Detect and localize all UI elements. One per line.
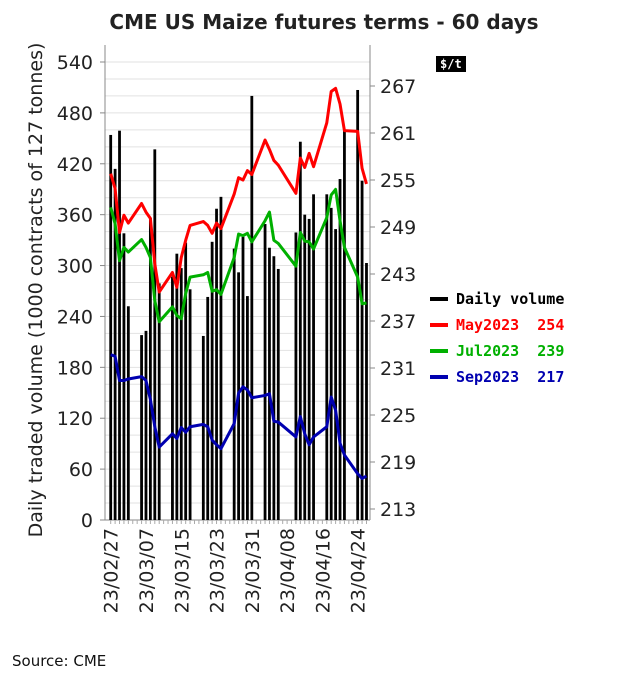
volume-bar [232,248,236,520]
volume-bar [298,141,302,520]
volume-bar [153,149,157,520]
y-tick-label: 480 [57,103,93,125]
y2-tick-label: 219 [380,452,416,474]
volume-bar [246,296,249,520]
legend-label: Jul2023 239 [456,342,565,360]
y-tick-label: 180 [57,357,93,379]
volume-bar [188,289,192,520]
volume-bar [144,330,148,520]
volume-bar [276,268,280,520]
legend-label: Daily volume [456,290,565,308]
x-tick-label: 23/03/07 [136,528,158,613]
volume-bar [118,130,121,520]
volume-bar [365,263,368,520]
legend-item: May2023 254 [430,312,564,338]
y-tick-label: 240 [57,306,93,328]
volume-bar [294,232,298,520]
line-jul2023 [109,187,367,324]
right-axis-unit: $/t [436,56,466,72]
volume-bar [109,134,113,520]
y2-tick-label: 255 [380,170,416,192]
x-tick-label: 23/03/15 [171,528,193,613]
volume-bar [215,208,218,521]
volume-bar [356,89,360,520]
x-tick-label: 23/04/16 [312,528,334,613]
legend-swatch [430,375,448,379]
volume-bar [250,95,254,520]
y2-tick-label: 243 [380,264,416,286]
y-axis-label: Daily traded volume (1000 contracts of 1… [25,43,47,538]
chart-title: CME US Maize futures terms - 60 days [109,10,539,34]
y-tick-label: 60 [69,459,93,481]
y-tick-label: 420 [57,154,93,176]
volume-bar [157,283,161,520]
y-tick-label: 120 [57,408,93,430]
x-tick-label: 23/03/23 [207,528,229,613]
y2-tick-label: 267 [380,76,416,98]
volume-bar [210,241,214,520]
volume-bar [325,194,329,521]
volume-bar [184,242,188,520]
volume-bar [312,194,315,521]
y2-tick-label: 231 [380,358,416,380]
volume-bar [307,218,311,520]
volume-bar [263,223,267,521]
y-tick-label: 0 [81,510,93,532]
y-tick-label: 360 [57,205,93,227]
y2-tick-label: 261 [380,123,416,145]
legend-swatch [430,297,448,301]
x-tick-label: 23/02/27 [101,528,123,613]
volume-bar [148,218,152,520]
y-tick-label: 300 [57,256,93,278]
volume-bar [179,268,183,520]
volume-bar [360,180,364,521]
legend-swatch [430,349,448,353]
x-tick-label: 23/04/08 [277,528,299,613]
volume-bar [241,236,245,521]
volume-bar [126,306,130,520]
y2-tick-label: 249 [380,217,416,239]
volume-bar [268,247,271,520]
volume-bar [140,335,143,520]
volume-bar [206,296,210,520]
y-tick-label: 540 [57,52,93,74]
y2-tick-label: 237 [380,311,416,333]
y2-tick-label: 225 [380,405,416,427]
volume-bar [334,229,338,520]
legend-item: Jul2023 239 [430,338,564,364]
legend-label: May2023 254 [456,316,565,334]
x-tick-label: 23/03/31 [242,528,264,613]
volume-bar [329,207,333,521]
legend-item: Sep2023 217 [430,364,564,390]
volume-bar [175,253,179,520]
volume-bar [171,276,174,520]
volume-bar [338,179,342,521]
y2-tick-label: 213 [380,499,416,521]
x-tick-label: 23/04/24 [348,528,370,613]
legend: Daily volume May2023 254 Jul2023 239 Sep202… [430,286,564,390]
volume-bar [343,129,346,520]
line-may2023 [109,86,368,294]
legend-swatch [430,323,448,327]
source-note: Source: CME [12,652,107,670]
legend-item: Daily volume [430,286,564,312]
volume-bar [303,214,307,520]
volume-bar [201,335,205,520]
legend-label: Sep2023 217 [456,368,565,386]
volume-bar [122,233,126,520]
volume-bar [113,168,117,520]
line-sep2023 [110,353,368,480]
volume-bar [272,256,276,520]
volume-bar [219,196,223,520]
